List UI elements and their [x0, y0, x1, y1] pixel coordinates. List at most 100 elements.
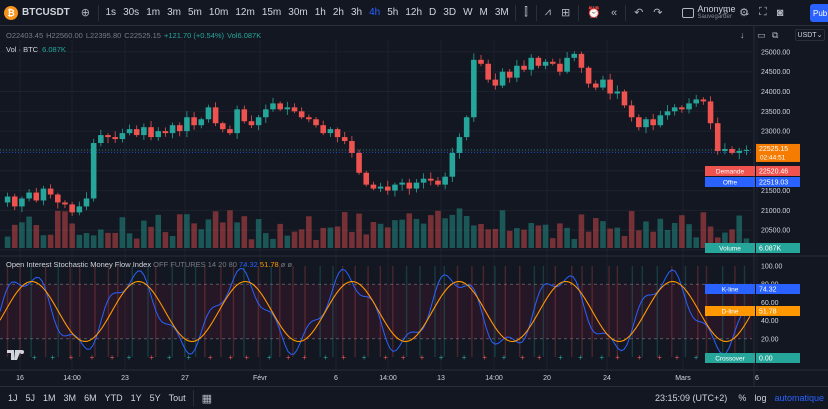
- volume-bar: [471, 225, 477, 248]
- interval-5h[interactable]: 5h: [387, 7, 399, 18]
- interval-12m[interactable]: 12m: [235, 7, 255, 18]
- interval-d[interactable]: D: [429, 7, 437, 18]
- range-ytd[interactable]: YTD: [104, 393, 123, 403]
- volume-bar: [600, 221, 606, 248]
- range-5y[interactable]: 5Y: [149, 393, 161, 403]
- interval-3m[interactable]: 3m: [167, 7, 181, 18]
- minimize-icon[interactable]: ▭: [757, 30, 766, 40]
- range-3m[interactable]: 3M: [63, 393, 77, 403]
- add-symbol-icon[interactable]: ⊕: [80, 7, 90, 19]
- candle-body: [506, 71, 513, 78]
- time-tick-label: 14:00: [379, 375, 397, 382]
- price-chart[interactable]: ++++++++++++++++++++++++++++++++++++++ 2…: [0, 0, 828, 386]
- volume-bar: [306, 216, 312, 248]
- candle-body: [564, 57, 570, 72]
- log-toggle[interactable]: log: [754, 393, 767, 403]
- volume-bar: [478, 223, 484, 248]
- user-menu[interactable]: Anonyme Sauvegarder ⌄: [681, 4, 756, 21]
- range-1j[interactable]: 1J: [8, 393, 18, 403]
- crossover-marker: +: [167, 353, 172, 362]
- currency-selector[interactable]: USDT ⌄: [795, 29, 825, 41]
- volume-bar: [492, 228, 499, 248]
- osc-signal-bar: [434, 266, 436, 357]
- interval-3h[interactable]: 3h: [350, 7, 363, 18]
- candle-body: [141, 127, 147, 136]
- interval-1m[interactable]: 1m: [146, 7, 161, 18]
- camera-icon[interactable]: ◙: [776, 6, 784, 19]
- kline-bg: [756, 284, 800, 294]
- offre-bg: [756, 177, 800, 187]
- volume-bar: [155, 214, 162, 248]
- maximize-icon[interactable]: ⧉: [772, 30, 779, 40]
- gear-icon[interactable]: ⚙: [739, 7, 750, 19]
- publish-button[interactable]: Pub: [810, 4, 828, 22]
- candle-body: [528, 57, 535, 70]
- search-icon[interactable]: ⌕: [723, 6, 730, 18]
- candle-body: [628, 105, 635, 118]
- interval-12h[interactable]: 12h: [405, 7, 423, 18]
- fullscreen-icon[interactable]: ⛶: [759, 6, 767, 18]
- range-6m[interactable]: 6M: [84, 393, 97, 403]
- volume-bar: [19, 222, 25, 248]
- osc-signal-bar: [367, 266, 369, 357]
- volume-legend[interactable]: Vol · BTC 6.087K: [6, 45, 66, 54]
- demande-bg: [756, 166, 800, 176]
- percent-toggle[interactable]: %: [738, 393, 747, 403]
- interval-3d[interactable]: 3D: [443, 7, 457, 18]
- auto-toggle[interactable]: automatique: [774, 393, 824, 403]
- volume-bar: [463, 215, 470, 248]
- layout-grid-icon[interactable]: ⊞: [561, 7, 571, 19]
- volume-bar: [234, 222, 240, 248]
- candle-body: [743, 149, 750, 151]
- clock-time[interactable]: 23:15:09 (UTC+2): [655, 393, 728, 403]
- volume-bar: [76, 234, 83, 248]
- interval-30s[interactable]: 30s: [123, 7, 140, 18]
- symbol-name: BTCUSDT: [22, 7, 70, 18]
- interval-m[interactable]: M: [479, 7, 488, 18]
- volume-bar: [356, 213, 362, 248]
- date-range-icon[interactable]: ▦: [201, 392, 213, 405]
- crossover-marker: +: [302, 353, 307, 362]
- range-1y[interactable]: 1Y: [130, 393, 142, 403]
- interval-30m[interactable]: 30m: [288, 7, 308, 18]
- osc-signal-bar: [194, 266, 197, 357]
- osc-signal-bar: [204, 266, 206, 357]
- interval-3m[interactable]: 3M: [494, 7, 509, 18]
- interval-5m[interactable]: 5m: [188, 7, 202, 18]
- indicator-d-value: 51.78: [259, 260, 279, 269]
- osc-signal-bar: [494, 266, 496, 357]
- interval-2h[interactable]: 2h: [332, 7, 344, 18]
- volume-bar: [650, 231, 656, 248]
- candle-body: [219, 123, 226, 130]
- interval-4h[interactable]: 4h: [369, 7, 381, 18]
- range-tout[interactable]: Tout: [168, 393, 186, 403]
- interval-10m[interactable]: 10m: [208, 7, 229, 18]
- redo-icon[interactable]: ↷: [653, 7, 663, 19]
- replay-icon[interactable]: «: [610, 6, 618, 19]
- volume-bar: [592, 218, 599, 248]
- alert-icon[interactable]: ⏰: [587, 7, 601, 19]
- time-tick-label: 27: [181, 375, 189, 382]
- volume-bar: [657, 218, 664, 248]
- candle-body: [614, 91, 621, 94]
- candle-body: [212, 107, 219, 124]
- symbol-selector[interactable]: ₿ BTCUSDT: [0, 0, 76, 25]
- range-1m[interactable]: 1M: [43, 393, 56, 403]
- indicators-icon[interactable]: ⩘: [544, 6, 552, 18]
- arrow-down-icon[interactable]: ↓: [740, 30, 745, 40]
- candle-body: [714, 123, 721, 151]
- candle-body: [241, 109, 248, 122]
- indicator-title[interactable]: Open Interest Stochastic Money Flow Inde…: [6, 260, 292, 269]
- undo-icon[interactable]: ↶: [634, 7, 644, 19]
- crossover-marker: +: [383, 353, 388, 362]
- interval-1h[interactable]: 1h: [314, 7, 326, 18]
- candle-style-icon[interactable]: ⫿: [524, 6, 528, 18]
- candle-body: [729, 148, 735, 153]
- volume-bar: [686, 224, 692, 248]
- interval-1s[interactable]: 1s: [105, 7, 117, 18]
- interval-w[interactable]: W: [463, 7, 473, 18]
- crossover-marker: +: [90, 353, 95, 362]
- interval-15m[interactable]: 15m: [261, 7, 282, 18]
- range-5j[interactable]: 5J: [25, 393, 36, 403]
- crossover-marker: +: [600, 353, 605, 362]
